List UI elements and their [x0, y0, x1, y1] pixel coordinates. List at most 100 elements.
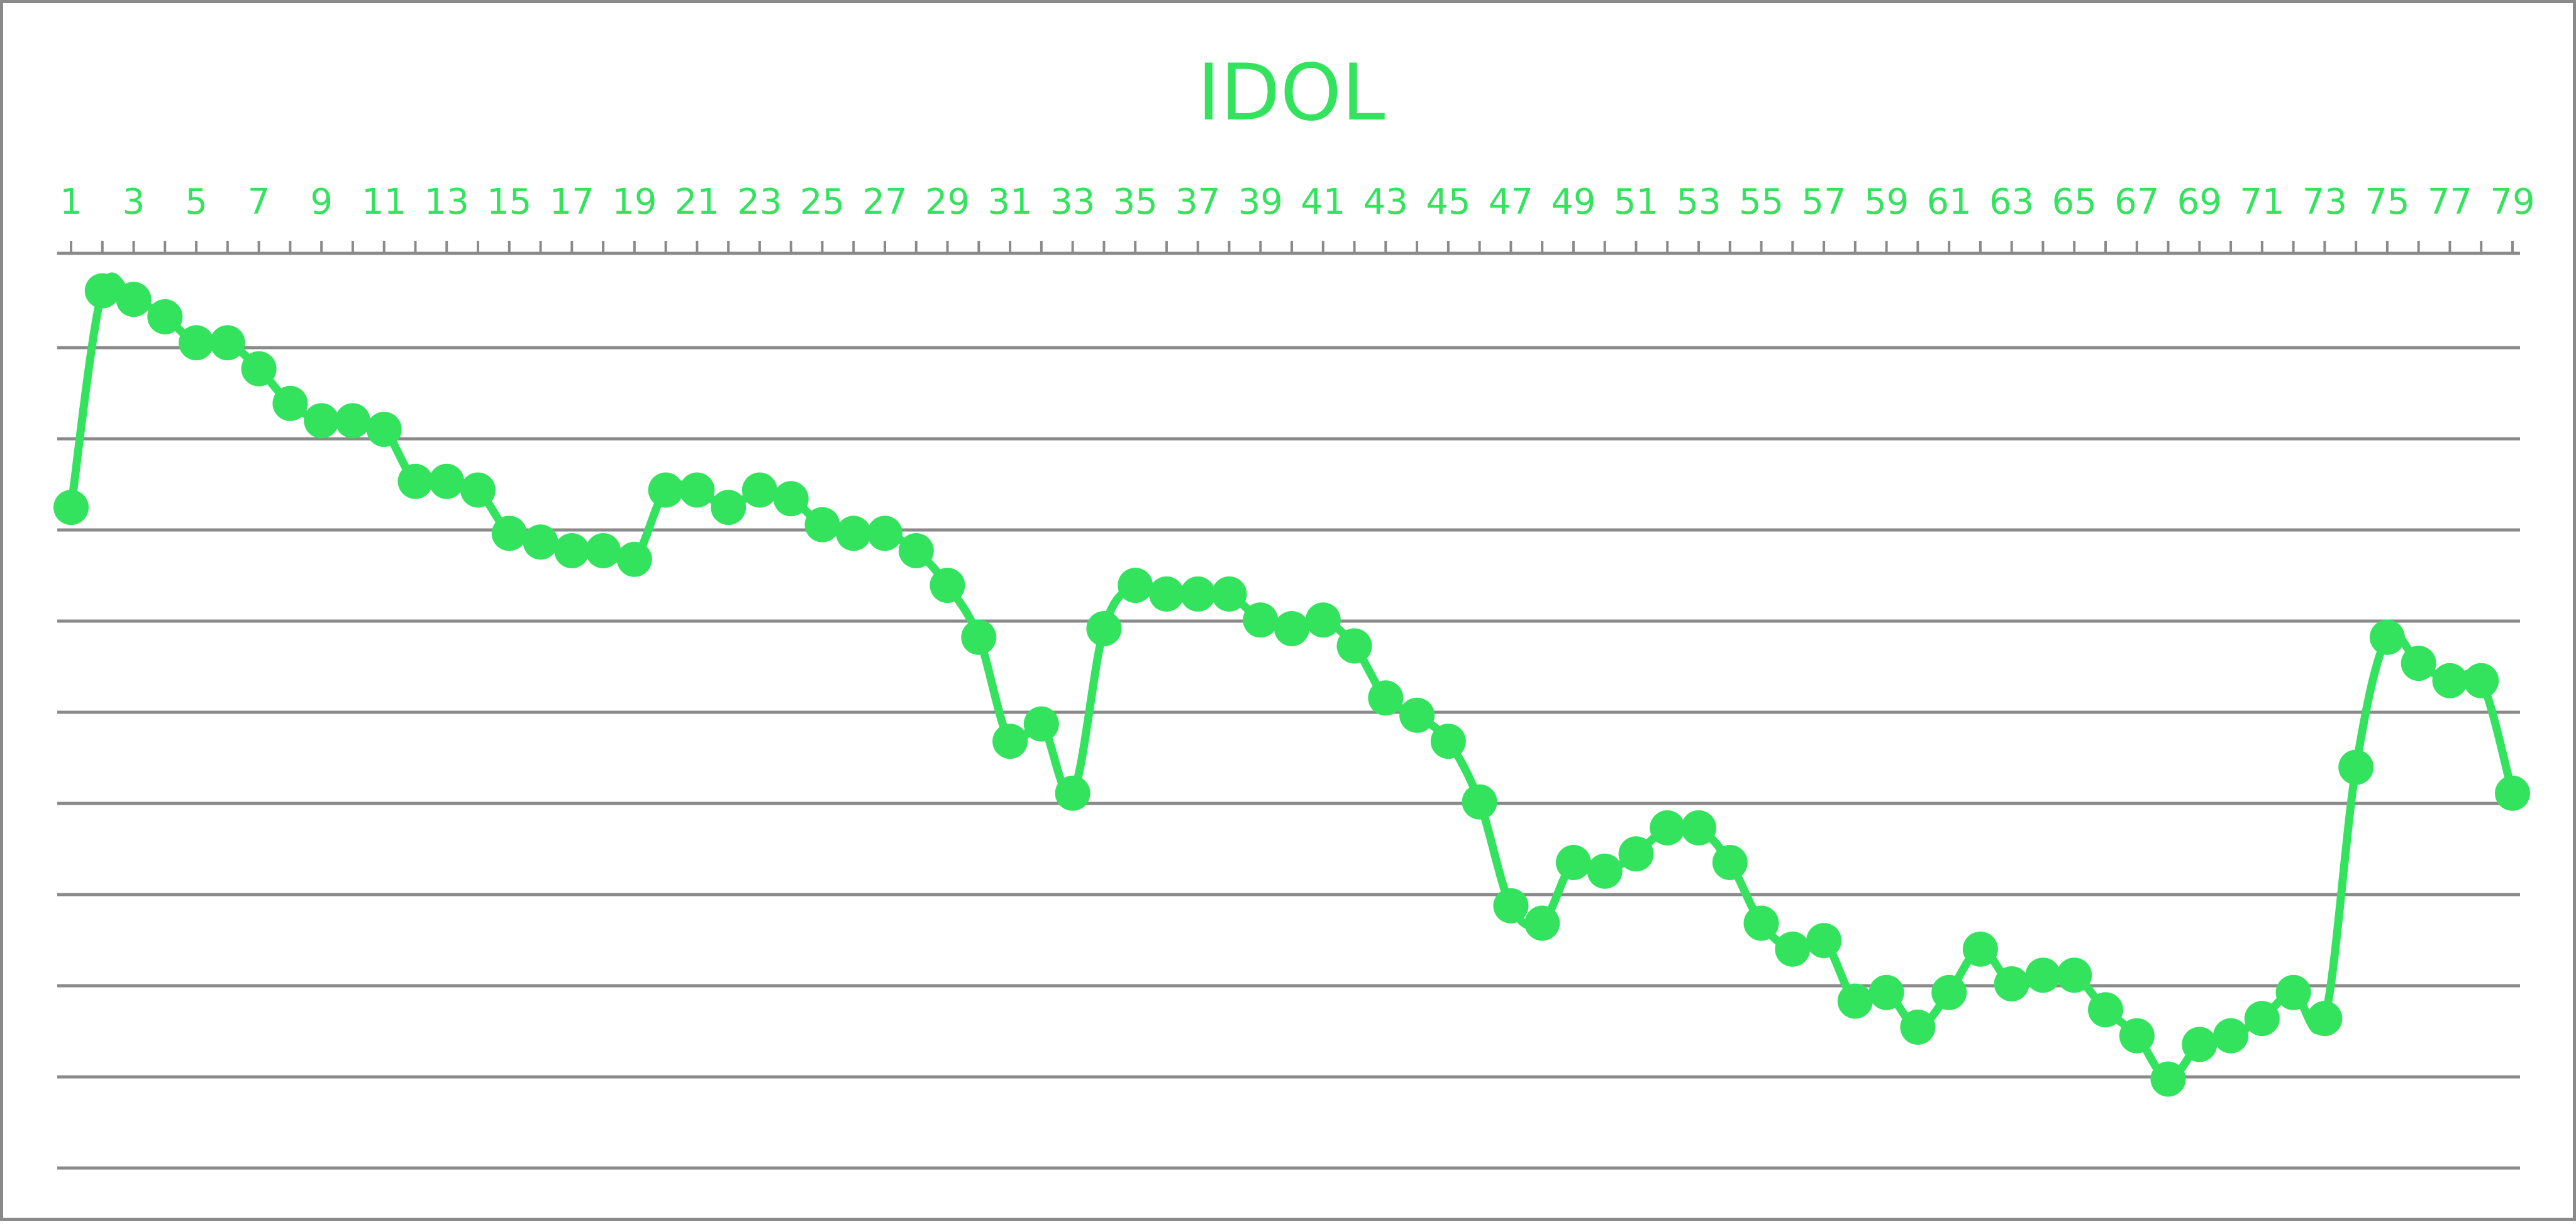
data-point [992, 724, 1028, 759]
data-point [930, 568, 965, 604]
x-tick-label: 53 [1676, 182, 1721, 223]
data-point [1211, 576, 1247, 612]
data-point [209, 325, 245, 361]
x-tick-label: 75 [2365, 182, 2409, 223]
data-point [1148, 576, 1184, 612]
x-tick-label: 65 [2052, 182, 2097, 223]
data-point [867, 516, 902, 551]
data-point [1837, 983, 1873, 1019]
data-point [1180, 576, 1216, 612]
x-tick-label: 47 [1489, 182, 1533, 223]
data-point [335, 403, 370, 439]
data-point [491, 516, 527, 551]
data-point [836, 516, 872, 551]
data-point [1493, 888, 1529, 924]
data-point [1524, 905, 1560, 941]
line-chart: IDOL 1 3 5 7 9 11 13 15 17 19 21 23 25 27 29 31 33 35 37 39… [53, 48, 2535, 1170]
data-point [147, 299, 183, 334]
data-point [2401, 646, 2436, 681]
data-point [741, 472, 777, 508]
data-point [1900, 1009, 1936, 1045]
x-tick-label: 55 [1739, 182, 1784, 223]
data-point [272, 385, 308, 421]
data-point [961, 619, 997, 655]
x-tick-label: 39 [1238, 182, 1283, 223]
x-tick-label: 41 [1301, 182, 1345, 223]
x-tick-label: 27 [862, 182, 907, 223]
data-point [1086, 611, 1122, 646]
data-point [1806, 923, 1842, 959]
data-point [429, 463, 465, 499]
data-point [679, 472, 715, 508]
data-point [773, 481, 809, 517]
data-point [1055, 775, 1091, 811]
data-point [1274, 611, 1309, 646]
data-point [2213, 1018, 2249, 1054]
x-tick-label: 63 [1989, 182, 2034, 223]
x-axis [57, 241, 2520, 255]
data-point [2495, 775, 2530, 811]
x-tick-label: 29 [925, 182, 970, 223]
data-point [616, 541, 652, 577]
data-point [898, 533, 934, 568]
data-point [304, 403, 340, 439]
series-line [67, 272, 2517, 1083]
x-tick-label: 33 [1050, 182, 1095, 223]
x-tick-label: 77 [2428, 182, 2472, 223]
series-points [53, 273, 2530, 1097]
x-tick-label: 49 [1551, 182, 1596, 223]
data-point [2338, 749, 2374, 785]
x-tick-label: 21 [675, 182, 719, 223]
data-point [460, 472, 496, 508]
x-tick-label: 1 [60, 182, 82, 223]
data-point [1743, 905, 1779, 941]
x-tick-label: 7 [248, 182, 270, 223]
x-tick-label: 69 [2177, 182, 2222, 223]
data-point [1587, 853, 1623, 889]
x-tick-label: 57 [1801, 182, 1846, 223]
x-tick-label: 11 [362, 182, 406, 223]
x-tick-label: 35 [1113, 182, 1158, 223]
data-point [84, 273, 120, 309]
x-tick-label: 37 [1175, 182, 1220, 223]
x-tick-label: 23 [737, 182, 782, 223]
data-point [1962, 931, 1998, 967]
data-point [2307, 1001, 2343, 1037]
x-tick-label: 43 [1363, 182, 1408, 223]
data-point [2119, 1018, 2155, 1054]
data-point [804, 507, 840, 543]
x-tick-label: 17 [550, 182, 594, 223]
data-point [2150, 1061, 2186, 1097]
x-tick-labels: 1 3 5 7 9 11 13 15 17 19 21 23 25 27 29 31 33 35 37 39 41 43 4… [60, 182, 2534, 223]
data-point [1336, 628, 1372, 664]
data-point [1931, 974, 1967, 1010]
x-tick-label: 45 [1426, 182, 1470, 223]
x-tick-label: 71 [2240, 182, 2284, 223]
data-point [1555, 845, 1591, 880]
data-point [1618, 836, 1654, 872]
data-point [179, 325, 214, 361]
data-point [1368, 680, 1404, 716]
data-point [397, 463, 433, 499]
data-point [1775, 931, 1811, 967]
data-point [2369, 619, 2405, 655]
data-point [2057, 957, 2092, 993]
data-point [1462, 784, 1497, 820]
data-point [523, 524, 558, 560]
x-tick-label: 61 [1927, 182, 1972, 223]
x-tick-label: 59 [1864, 182, 1909, 223]
data-point [2432, 663, 2468, 698]
data-point [2182, 1027, 2218, 1062]
data-point [1305, 602, 1341, 638]
data-point [2025, 957, 2061, 993]
x-tick-label: 31 [987, 182, 1032, 223]
data-point [1430, 724, 1466, 759]
x-tick-label: 19 [612, 182, 657, 223]
data-point [2088, 992, 2123, 1028]
data-point [241, 351, 277, 387]
x-tick-label: 15 [487, 182, 531, 223]
data-point [1712, 845, 1748, 880]
data-point [1243, 602, 1279, 638]
data-point [1399, 697, 1435, 733]
